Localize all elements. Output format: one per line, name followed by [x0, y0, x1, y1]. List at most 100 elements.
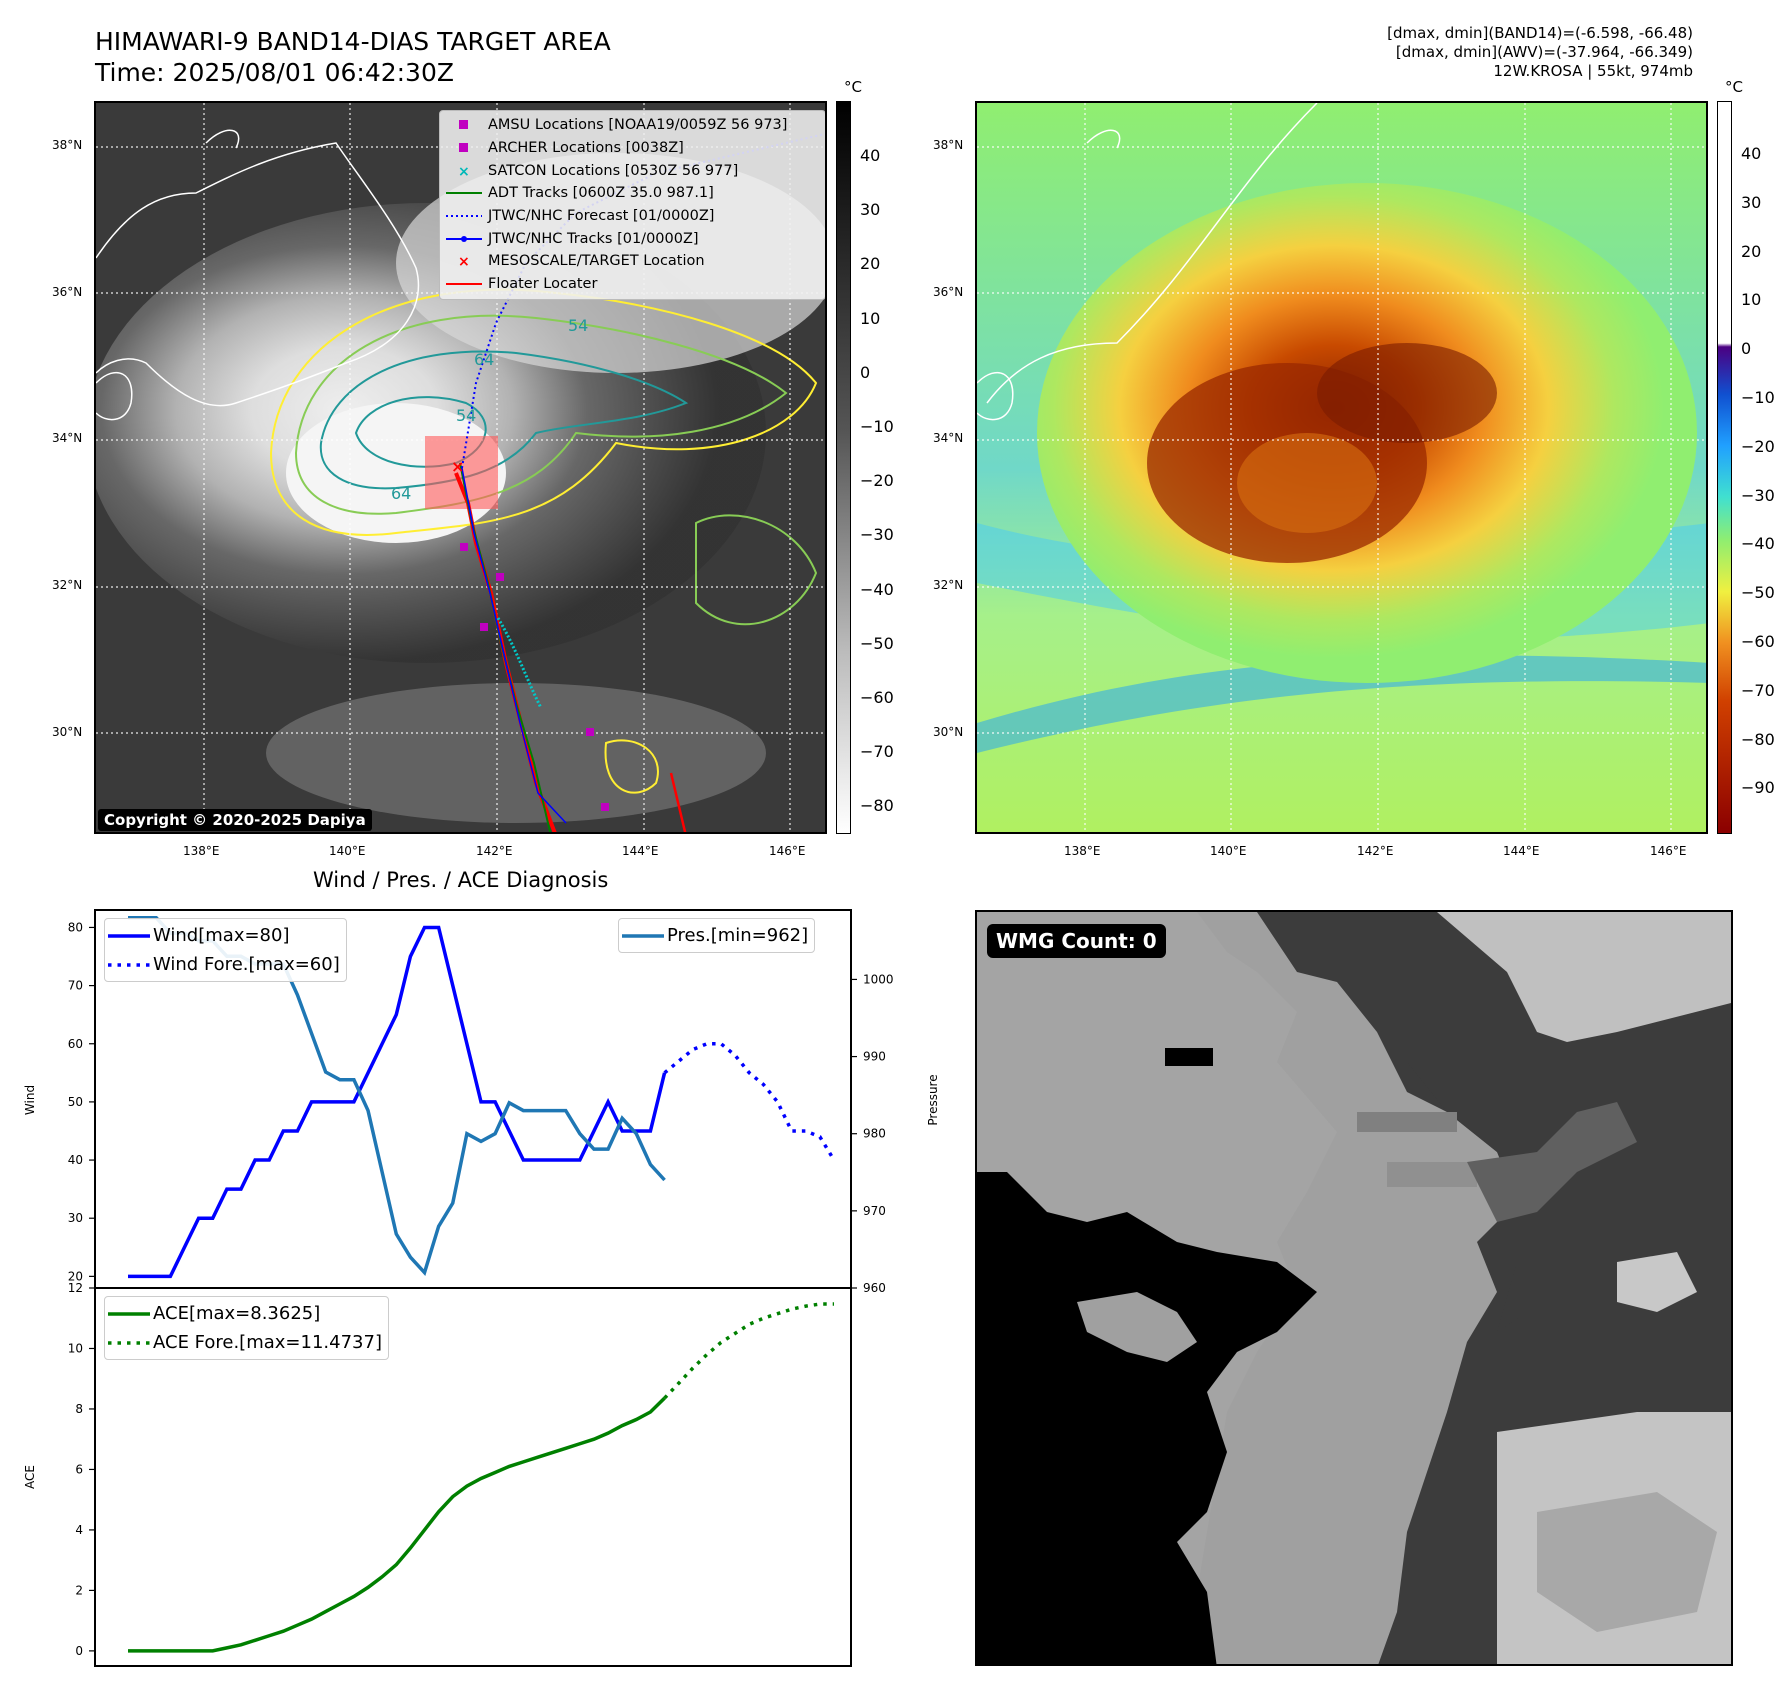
legend-item-pressure: Pres.[min=962]	[619, 921, 808, 950]
svg-text:×: ×	[458, 165, 470, 177]
wv-lon-label: 146°E	[1650, 844, 1687, 858]
wv-colorbar-tick: −50	[1741, 583, 1775, 603]
square-marker-icon	[440, 120, 488, 130]
wv-lon-label: 138°E	[1064, 844, 1101, 858]
wv-colorbar-tick: −30	[1741, 485, 1775, 505]
wmg-image	[977, 912, 1731, 1664]
wv-colorbar-tick: −10	[1741, 388, 1775, 407]
map-legend-item: AMSU Locations [NOAA19/0059Z 56 973]	[440, 114, 825, 137]
contour-label: 54	[456, 406, 476, 425]
ir-colorbar-tick: −40	[860, 579, 894, 599]
map-legend-label: AMSU Locations [NOAA19/0059Z 56 973]	[488, 117, 788, 134]
ir-colorbar-unit: °C	[844, 78, 862, 96]
wv-colorbar-tick: −90	[1741, 778, 1775, 798]
ir-lon-label: 140°E	[329, 844, 366, 858]
legend-item-ace: ACE[max=8.3625]	[105, 1299, 382, 1328]
wmg-count-badge: WMG Count: 0	[987, 924, 1166, 958]
ace-y-tick-label: 12	[68, 1281, 83, 1295]
wv-lat-label: 32°N	[933, 578, 964, 592]
ir-colorbar-tick: −10	[860, 417, 894, 436]
map-legend-label: SATCON Locations [0530Z 56 977]	[488, 162, 739, 179]
ir-lat-label: 38°N	[52, 138, 83, 152]
wind-y-tick-label: 70	[68, 979, 83, 993]
figure-title: HIMAWARI-9 BAND14-DIAS TARGET AREA Time:…	[95, 27, 611, 87]
map-legend-item: × MESOSCALE/TARGET Location	[440, 250, 825, 273]
wv-colorbar-tick: −60	[1741, 632, 1775, 651]
ir-colorbar-tick: −20	[860, 471, 894, 491]
wv-colorbar	[1717, 101, 1732, 834]
legend-item-ace-forecast: ACE Fore.[max=11.4737]	[105, 1328, 382, 1357]
wv-map-image	[977, 103, 1706, 832]
wv-colorbar-tick: −40	[1741, 534, 1775, 554]
ir-lon-label: 144°E	[622, 844, 659, 858]
ir-colorbar-tick: 40	[860, 146, 881, 165]
wmg-panel: WMG Count: 0	[975, 910, 1733, 1666]
line-icon	[440, 190, 488, 196]
line-dot-icon	[440, 235, 488, 243]
square-marker-icon	[440, 143, 488, 153]
ace-legend: ACE[max=8.3625] ACE Fore.[max=11.4737]	[104, 1296, 389, 1360]
wv-lat-label: 30°N	[933, 725, 964, 739]
ace-y-tick-label: 2	[75, 1583, 83, 1597]
legend-line-icon	[619, 933, 667, 939]
ir-colorbar-tick: 30	[860, 200, 881, 220]
wv-lon-label: 142°E	[1357, 844, 1394, 858]
ir-colorbar-tick: −50	[860, 633, 894, 653]
wv-map-panel	[975, 101, 1708, 834]
wv-lon-label: 140°E	[1210, 844, 1247, 858]
diagnosis-chart: Wind Pressure ACE 2030405060708096097098…	[23, 909, 940, 1667]
diagnosis-title: Wind / Pres. / ACE Diagnosis	[313, 868, 609, 892]
pressure-y-axis-label: Pressure	[926, 1074, 940, 1125]
wv-colorbar-tick: 20	[1741, 241, 1762, 261]
wind-y-tick-label: 60	[68, 1037, 83, 1051]
wind-y-tick-label: 40	[68, 1153, 83, 1167]
wv-lat-label: 34°N	[933, 431, 964, 445]
map-legend-label: JTWC/NHC Forecast [01/0000Z]	[488, 208, 715, 225]
ir-lat-label: 34°N	[52, 431, 83, 445]
pressure-y-tick-label: 960	[863, 1281, 886, 1295]
wv-colorbar-tick: 40	[1741, 144, 1762, 163]
ir-colorbar	[836, 101, 851, 834]
map-legend-item: JTWC/NHC Tracks [01/0000Z]	[440, 227, 825, 250]
map-legend-label: Floater Locater	[488, 276, 598, 293]
wv-colorbar-tick: 30	[1741, 192, 1762, 212]
ir-lat-label: 36°N	[52, 285, 83, 299]
legend-dotted-line-icon	[105, 1340, 153, 1346]
svg-text:×: ×	[458, 255, 470, 267]
ir-colorbar-tick: −30	[860, 525, 894, 545]
legend-line-icon	[105, 933, 153, 939]
ace-y-tick-label: 8	[75, 1402, 83, 1416]
target-x-marker: ×	[451, 457, 464, 476]
wind-y-tick-label: 30	[68, 1211, 83, 1225]
figure-stats: [dmax, dmin](BAND14)=(-6.598, -66.48) [d…	[1387, 24, 1693, 80]
ace-y-tick-label: 4	[75, 1523, 83, 1537]
wv-lat-label: 38°N	[933, 138, 964, 152]
pressure-y-tick-label: 970	[863, 1204, 886, 1218]
contour-label: 54	[568, 316, 588, 335]
legend-item-wind: Wind[max=80]	[105, 921, 340, 950]
ace-y-tick-label: 6	[75, 1462, 83, 1476]
ace-y-tick-label: 10	[68, 1341, 83, 1355]
contour-label: 64	[391, 484, 411, 503]
ir-colorbar-tick: −70	[860, 742, 894, 762]
ir-colorbar-tick: −60	[860, 688, 894, 707]
line-icon	[440, 281, 488, 287]
wv-colorbar-unit: °C	[1725, 78, 1743, 96]
map-legend-item: ARCHER Locations [0038Z]	[440, 137, 825, 160]
ir-colorbar-tick: −80	[860, 796, 894, 816]
ir-lat-label: 32°N	[52, 578, 83, 592]
map-legend-label: JTWC/NHC Tracks [01/0000Z]	[488, 230, 699, 247]
ace-y-axis-label: ACE	[23, 1465, 37, 1489]
contour-label: 64	[474, 350, 494, 369]
ir-map-legend: AMSU Locations [NOAA19/0059Z 56 973] ARCH…	[439, 110, 825, 300]
copyright-badge: Copyright © 2020-2025 Dapiya	[98, 809, 372, 831]
wind-forecast-series-line	[663, 1042, 836, 1161]
pressure-y-tick-label: 990	[863, 1050, 886, 1064]
map-legend-label: ARCHER Locations [0038Z]	[488, 140, 684, 157]
wind-series-line	[128, 925, 667, 1279]
dotted-line-icon	[440, 213, 488, 219]
x-marker-icon: ×	[440, 165, 488, 177]
map-legend-item: Floater Locater	[440, 273, 825, 296]
ace-forecast-series-line	[663, 1302, 834, 1400]
ir-map-panel: × 54 64 54 64 AMSU Locations [NOAA19/005…	[94, 101, 827, 834]
